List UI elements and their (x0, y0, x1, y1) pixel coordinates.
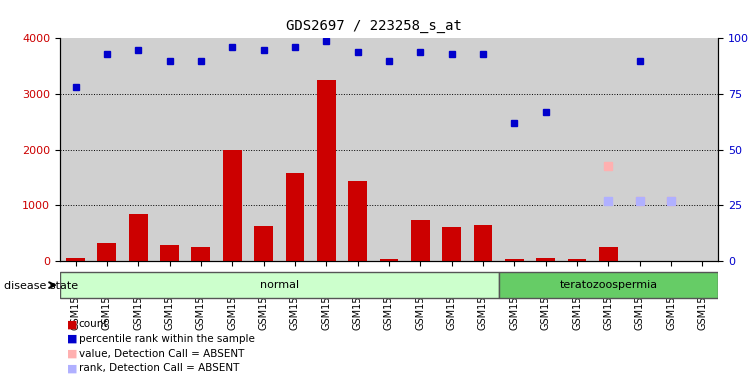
Bar (254, 226, 273, 261)
Bar (286, 173, 304, 261)
Text: GDS2697 / 223258_s_at: GDS2697 / 223258_s_at (286, 19, 462, 33)
Text: ■: ■ (67, 334, 78, 344)
Bar (349, 182, 367, 261)
Bar (568, 260, 586, 261)
Text: rank, Detection Call = ABSENT: rank, Detection Call = ABSENT (79, 363, 239, 373)
Text: normal: normal (260, 280, 298, 290)
Bar (505, 260, 524, 261)
Bar (97, 243, 116, 261)
Bar (223, 150, 242, 261)
Text: count: count (79, 319, 108, 329)
Text: teratozoospermia: teratozoospermia (560, 280, 657, 290)
FancyBboxPatch shape (499, 272, 718, 298)
Bar (411, 220, 429, 261)
Text: ■: ■ (67, 363, 78, 373)
Bar (599, 247, 618, 261)
Bar (317, 80, 336, 261)
Text: percentile rank within the sample: percentile rank within the sample (79, 334, 254, 344)
Bar (473, 225, 492, 261)
Text: ■: ■ (67, 349, 78, 359)
FancyBboxPatch shape (60, 272, 499, 298)
Text: disease state: disease state (4, 281, 78, 291)
Text: ■: ■ (67, 319, 78, 329)
Bar (442, 227, 461, 261)
Bar (379, 260, 399, 261)
Bar (129, 214, 147, 261)
Bar (191, 247, 210, 261)
Bar (66, 258, 85, 261)
Bar (536, 258, 555, 261)
Bar (160, 245, 179, 261)
Text: value, Detection Call = ABSENT: value, Detection Call = ABSENT (79, 349, 244, 359)
